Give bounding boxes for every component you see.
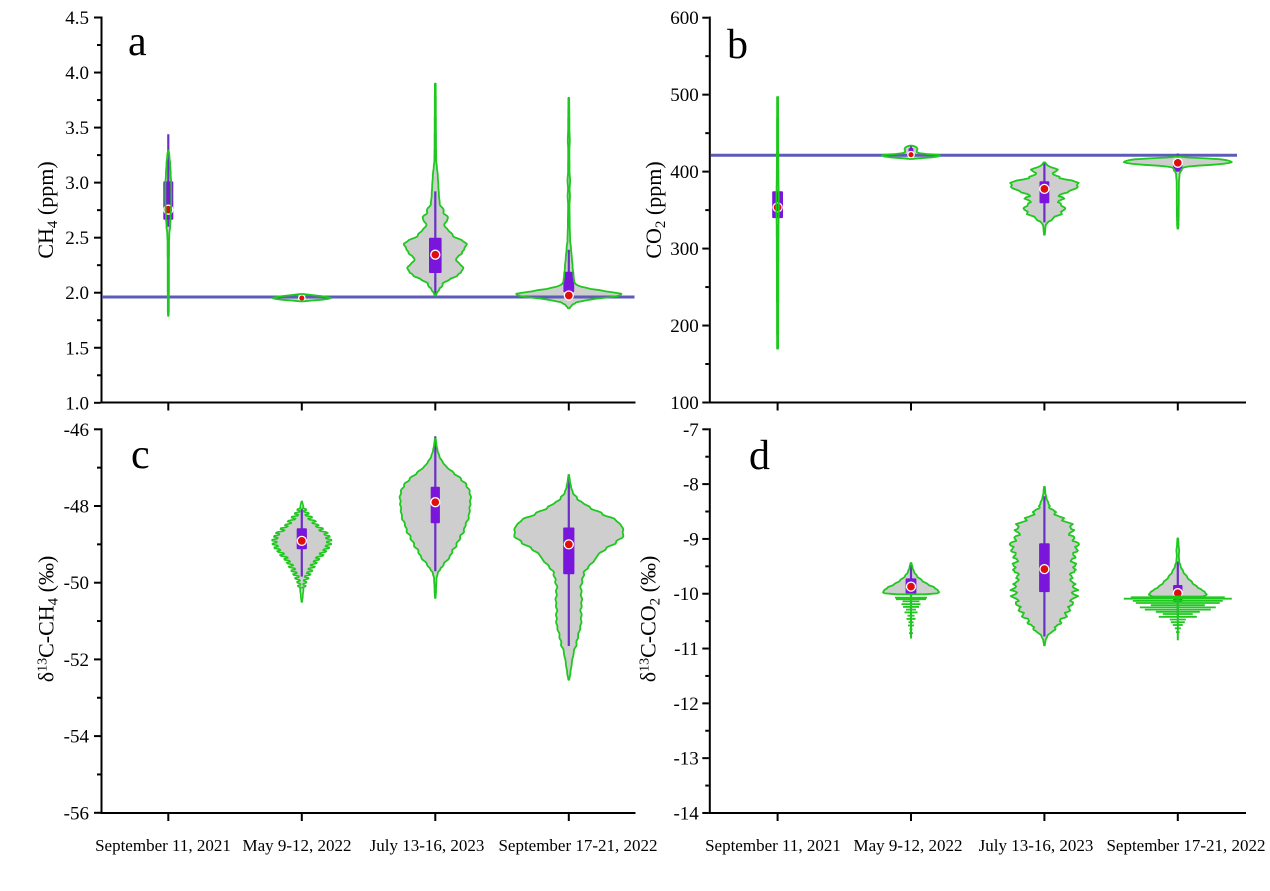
svg-text:600: 600 (670, 8, 699, 29)
svg-text:-7: -7 (683, 420, 699, 441)
svg-text:September 11, 2021: September 11, 2021 (705, 836, 841, 855)
svg-text:May 9-12, 2022: May 9-12, 2022 (853, 836, 962, 855)
svg-text:a: a (128, 19, 147, 65)
svg-text:1.0: 1.0 (65, 393, 89, 414)
svg-text:2.0: 2.0 (65, 283, 89, 304)
svg-text:-14: -14 (673, 804, 699, 825)
svg-text:-12: -12 (673, 694, 698, 715)
svg-text:September 17-21, 2022: September 17-21, 2022 (498, 836, 657, 855)
svg-text:4.0: 4.0 (65, 63, 89, 84)
svg-text:-52: -52 (64, 650, 89, 671)
svg-text:100: 100 (670, 393, 699, 414)
svg-text:July 13-16, 2023: July 13-16, 2023 (370, 836, 485, 855)
svg-text:3.0: 3.0 (65, 173, 89, 194)
svg-text:-8: -8 (683, 475, 699, 496)
svg-text:200: 200 (670, 316, 699, 337)
svg-text:300: 300 (670, 239, 699, 260)
svg-text:-54: -54 (64, 727, 90, 748)
svg-text:-48: -48 (64, 497, 89, 518)
svg-text:3.5: 3.5 (65, 118, 89, 139)
svg-text:-10: -10 (673, 584, 698, 605)
svg-text:May 9-12, 2022: May 9-12, 2022 (242, 836, 351, 855)
svg-text:500: 500 (670, 85, 699, 106)
svg-text:-9: -9 (683, 529, 699, 550)
svg-text:-50: -50 (64, 573, 89, 594)
svg-text:-13: -13 (673, 749, 698, 770)
svg-text:-56: -56 (64, 803, 89, 824)
svg-text:CO2 (ppm): CO2 (ppm) (641, 161, 669, 258)
svg-text:1.5: 1.5 (65, 338, 89, 359)
svg-text:-46: -46 (64, 420, 89, 441)
svg-text:d: d (749, 433, 770, 479)
svg-text:2.5: 2.5 (65, 228, 89, 249)
svg-text:September 17-21, 2022: September 17-21, 2022 (1106, 836, 1265, 855)
svg-text:-11: -11 (674, 639, 699, 660)
svg-text:CH4 (ppm): CH4 (ppm) (33, 161, 61, 258)
svg-text:400: 400 (670, 162, 699, 183)
svg-text:September 11, 2021: September 11, 2021 (95, 836, 231, 855)
svg-text:4.5: 4.5 (65, 8, 89, 29)
svg-text:July 13-16, 2023: July 13-16, 2023 (979, 836, 1094, 855)
svg-text:b: b (727, 22, 748, 68)
svg-text:δ13C-CO2 (‰): δ13C-CO2 (‰) (636, 556, 664, 683)
svg-text:c: c (131, 432, 150, 478)
